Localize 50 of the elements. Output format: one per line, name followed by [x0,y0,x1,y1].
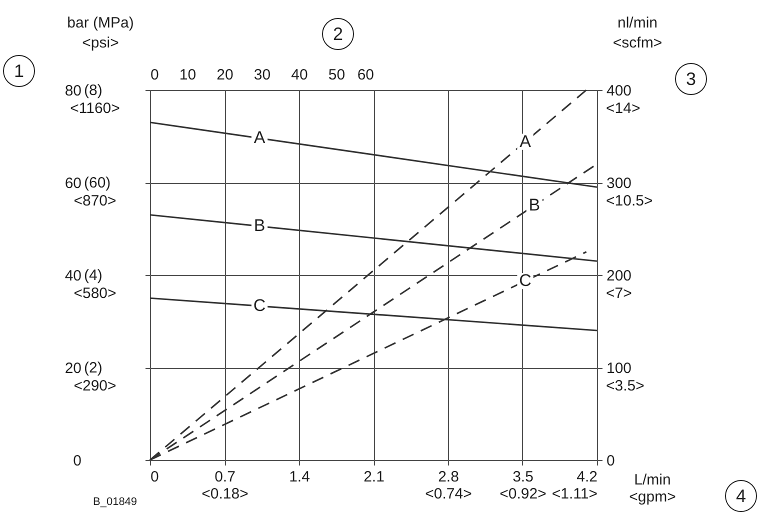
x-tick-label: 1.4 [289,468,310,486]
text: <1160> [70,100,120,117]
y-tick-label: 60 [64,175,82,192]
x-tick-label: 3.5 <0.92> [500,468,547,502]
series-label: C [519,271,532,290]
text: <870> [74,192,117,210]
y-tick-label: 40 [64,268,82,284]
x-tick-label: 4.2 <1.11> [552,468,598,502]
text: B_01849 [93,496,138,508]
x-tick-label: 2.1 [364,468,384,486]
y-tick-label: 0 [73,452,82,470]
text: (4) [84,267,102,284]
series-label: C [253,296,266,316]
text: (60) [84,174,111,192]
text: 3 [675,63,707,95]
x2-tick-label: 0 [150,66,159,84]
x2-tick-label: 20 [216,66,234,84]
text: <3.5> [606,378,645,394]
x-tick-label: 0.7 <0.18> [202,468,249,502]
y2-axis-title: nl/min <scfm> [612,14,662,52]
x2-tick-label: 30 [254,66,271,84]
y-tick-label: 80 [64,82,82,100]
series-label: A [520,132,532,151]
y2-tick-label: 400 [606,82,632,100]
text: <10.5> [606,192,653,210]
text: (2) [84,360,102,376]
series-label: B [254,216,266,236]
y2-tick-label: 300 [606,175,632,192]
text: (8) [84,82,102,99]
text: 1 [3,55,35,87]
text: <14> [606,100,640,117]
x2-tick-label: 50 [328,66,346,84]
x2-tick-label: 60 [357,66,374,84]
text: <7> [606,285,632,302]
x2-tick-label: 10 [179,66,196,84]
text: 4 [725,480,757,512]
series-label: B [528,195,540,214]
y2-tick-label: 200 [606,268,632,284]
x-tick-label: 2.8 <0.74> [425,468,472,502]
text: <580> [74,285,117,302]
y2-tick-label: 0 [606,452,615,470]
x2-tick-label: 40 [291,66,308,84]
y-axis-title: bar (MPa) <psi> [67,14,134,52]
series-label: A [254,128,266,148]
x-axis-title: L/min <gpm> [629,472,676,506]
x-tick-label: 0 [150,468,159,486]
text: 2 [322,18,354,50]
y-tick-label: 20 [64,360,82,377]
y2-tick-label: 100 [606,360,632,377]
text: <290> [74,378,117,394]
